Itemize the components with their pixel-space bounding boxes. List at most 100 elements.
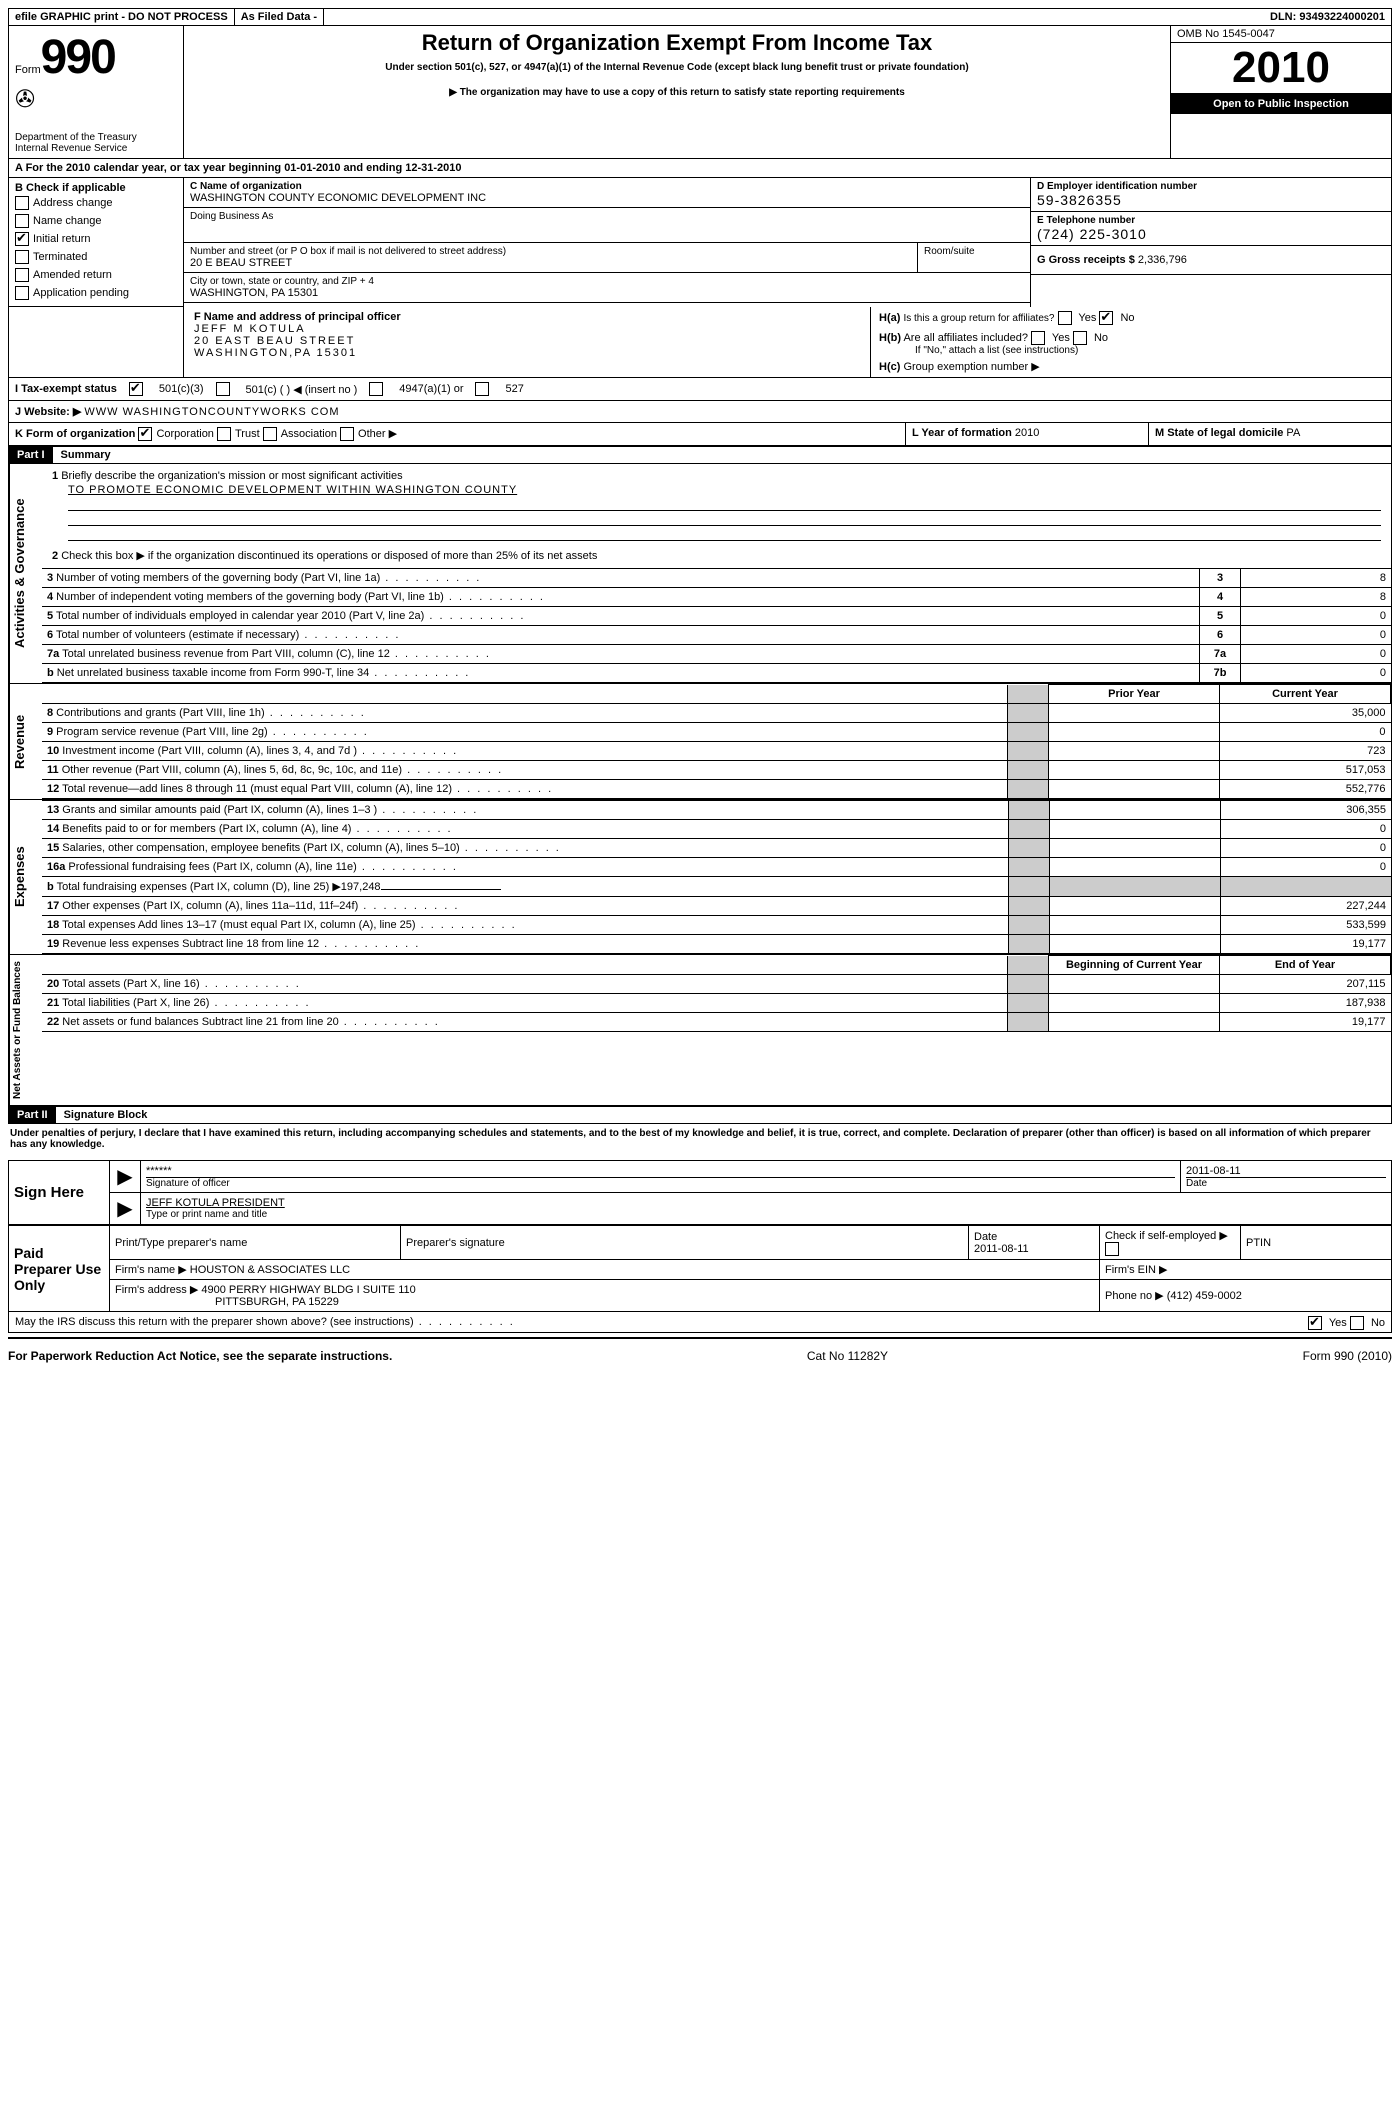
line-b: b Total fundraising expenses (Part IX, c…	[42, 877, 1391, 897]
na-label: Net Assets or Fund Balances	[9, 955, 42, 1105]
subtitle-2: The organization may have to use a copy …	[194, 87, 1160, 98]
discuss-row: May the IRS discuss this return with the…	[8, 1312, 1392, 1333]
officer-printed-name: JEFF KOTULA PRESIDENT	[146, 1197, 1386, 1209]
org-name-label: C Name of organization	[190, 181, 1024, 192]
title-bar: efile GRAPHIC print - DO NOT PROCESS As …	[8, 8, 1392, 26]
rev-label: Revenue	[9, 684, 42, 799]
line-8: 8 Contributions and grants (Part VIII, l…	[42, 704, 1391, 723]
line-7a: 7a Total unrelated business revenue from…	[42, 645, 1391, 664]
exp-label: Expenses	[9, 800, 42, 954]
line-22: 22 Net assets or fund balances Subtract …	[42, 1013, 1391, 1032]
ha-no[interactable]	[1099, 311, 1113, 325]
gross-receipts-label: G Gross receipts $	[1037, 254, 1135, 266]
chk-application-pending[interactable]: Application pending	[15, 284, 177, 302]
h-b-note: If "No," attach a list (see instructions…	[915, 345, 1383, 356]
chk-501c[interactable]	[216, 382, 230, 396]
perjury-statement: Under penalties of perjury, I declare th…	[8, 1124, 1392, 1154]
revenue-section: Revenue Prior YearCurrent Year 8 Contrib…	[8, 684, 1392, 800]
tax-year: 2010	[1171, 43, 1391, 94]
line-19: 19 Revenue less expenses Subtract line 1…	[42, 935, 1391, 954]
omb-number: OMB No 1545-0047	[1171, 26, 1391, 43]
part1-header: Part ISummary	[8, 446, 1392, 464]
line-12: 12 Total revenue—add lines 8 through 11 …	[42, 780, 1391, 799]
chk-initial-return[interactable]: Initial return	[15, 230, 177, 248]
part2-header: Part IISignature Block	[8, 1106, 1392, 1124]
h-a-row: H(a) Is this a group return for affiliat…	[879, 311, 1383, 325]
activities-governance: Activities & Governance 1 Briefly descri…	[8, 464, 1392, 684]
officer-csz: WASHINGTON,PA 15301	[194, 347, 860, 359]
chk-trust[interactable]	[217, 427, 231, 441]
chk-other[interactable]	[340, 427, 354, 441]
klm-row: K Form of organization Corporation Trust…	[8, 423, 1392, 446]
line-15: 15 Salaries, other compensation, employe…	[42, 839, 1391, 858]
line-3: 3 Number of voting members of the govern…	[42, 569, 1391, 588]
exp-table: 13 Grants and similar amounts paid (Part…	[42, 800, 1391, 954]
ein-value: 59-3826355	[1037, 192, 1385, 208]
line-21: 21 Total liabilities (Part X, line 26) 1…	[42, 994, 1391, 1013]
dln: DLN: 93493224000201	[1264, 9, 1391, 25]
line-17: 17 Other expenses (Part IX, column (A), …	[42, 897, 1391, 916]
city-state-zip: WASHINGTON, PA 15301	[190, 287, 1024, 299]
paid-preparer-label: Paid Preparer Use Only	[9, 1226, 110, 1312]
line-5: 5 Total number of individuals employed i…	[42, 607, 1391, 626]
box-b-title: B Check if applicable	[15, 182, 177, 194]
rev-table: Prior YearCurrent Year 8 Contributions a…	[42, 684, 1391, 799]
sign-here-label: Sign Here	[9, 1161, 110, 1225]
officer-street: 20 EAST BEAU STREET	[194, 335, 860, 347]
line-9: 9 Program service revenue (Part VIII, li…	[42, 723, 1391, 742]
sign-here-block: Sign Here ▶ ****** Signature of officer …	[8, 1160, 1392, 1225]
tax-exempt-row: I Tax-exempt status 501(c)(3) 501(c) ( )…	[8, 378, 1392, 401]
ag-label: Activities & Governance	[9, 464, 42, 683]
ha-yes[interactable]	[1058, 311, 1072, 325]
net-assets-section: Net Assets or Fund Balances Beginning of…	[8, 955, 1392, 1106]
line-20: 20 Total assets (Part X, line 16) 207,11…	[42, 975, 1391, 994]
h-c-row: H(c) Group exemption number ▶	[879, 360, 1383, 373]
section-a-tax-year: A For the 2010 calendar year, or tax yea…	[8, 159, 1392, 178]
discuss-yes[interactable]	[1308, 1316, 1322, 1330]
chk-terminated[interactable]: Terminated	[15, 248, 177, 266]
gross-receipts-value: 2,336,796	[1138, 254, 1187, 266]
signature-date: 2011-08-11	[1186, 1165, 1386, 1177]
chk-501c3[interactable]	[129, 382, 143, 396]
chk-association[interactable]	[263, 427, 277, 441]
line-b: b Net unrelated business taxable income …	[42, 664, 1391, 683]
officer-group-grid: F Name and address of principal officer …	[8, 307, 1392, 378]
paid-preparer-block: Paid Preparer Use Only Print/Type prepar…	[8, 1225, 1392, 1312]
website-value: WWW WASHINGTONCOUNTYWORKS COM	[84, 406, 339, 418]
phone-value: (724) 225-3010	[1037, 226, 1385, 242]
dept-treasury: Department of the Treasury Internal Reve…	[15, 132, 177, 154]
line-13: 13 Grants and similar amounts paid (Part…	[42, 801, 1391, 820]
org-name: WASHINGTON COUNTY ECONOMIC DEVELOPMENT I…	[190, 192, 1024, 204]
website-row: J Website: ▶ WWW WASHINGTONCOUNTYWORKS C…	[8, 401, 1392, 423]
officer-label: F Name and address of principal officer	[194, 311, 860, 323]
discuss-no[interactable]	[1350, 1316, 1364, 1330]
main-title: Return of Organization Exempt From Incom…	[194, 30, 1160, 56]
chk-self-employed[interactable]	[1105, 1242, 1119, 1256]
form-label: Form	[15, 64, 41, 76]
expenses-section: Expenses 13 Grants and similar amounts p…	[8, 800, 1392, 955]
chk-corporation[interactable]	[138, 427, 152, 441]
hb-no[interactable]	[1073, 331, 1087, 345]
na-table: Beginning of Current YearEnd of Year 20 …	[42, 955, 1391, 1032]
subtitle-1: Under section 501(c), 527, or 4947(a)(1)…	[234, 62, 1120, 73]
line-2: 2 Check this box ▶ if the organization d…	[52, 549, 1381, 562]
line-14: 14 Benefits paid to or for members (Part…	[42, 820, 1391, 839]
hb-yes[interactable]	[1031, 331, 1045, 345]
line-10: 10 Investment income (Part VIII, column …	[42, 742, 1391, 761]
chk-4947[interactable]	[369, 382, 383, 396]
street-address: 20 E BEAU STREET	[190, 257, 911, 269]
h-b-row: H(b) Are all affiliates included? Yes No	[879, 331, 1383, 345]
chk-address-change[interactable]: Address change	[15, 194, 177, 212]
page-footer: For Paperwork Reduction Act Notice, see …	[8, 1343, 1392, 1369]
chk-name-change[interactable]: Name change	[15, 212, 177, 230]
dba-label: Doing Business As	[190, 211, 1024, 222]
efile-notice: efile GRAPHIC print - DO NOT PROCESS	[9, 9, 235, 25]
city-label: City or town, state or country, and ZIP …	[190, 276, 1024, 287]
officer-signature: ******	[146, 1165, 1175, 1177]
chk-amended-return[interactable]: Amended return	[15, 266, 177, 284]
line-18: 18 Total expenses Add lines 13–17 (must …	[42, 916, 1391, 935]
chk-527[interactable]	[475, 382, 489, 396]
line-4: 4 Number of independent voting members o…	[42, 588, 1391, 607]
ein-label: D Employer identification number	[1037, 181, 1385, 192]
phone-label: E Telephone number	[1037, 215, 1385, 226]
